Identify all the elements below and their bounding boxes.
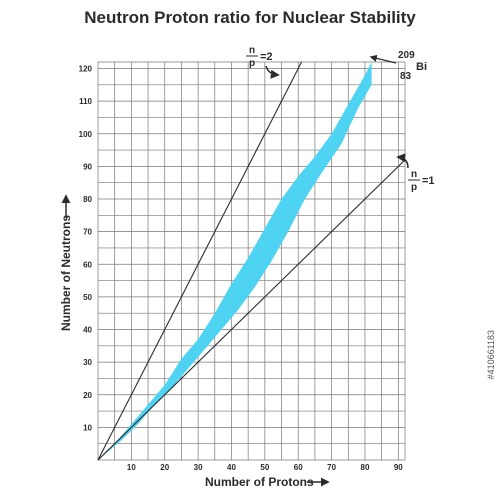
ratio-1-eq: =1 [422, 175, 435, 187]
y-tick-label: 110 [79, 97, 92, 106]
y-tick-label: 40 [83, 326, 92, 335]
x-tick-label: 60 [294, 463, 303, 472]
x-tick-label: 50 [260, 463, 269, 472]
y-tick-label: 20 [83, 391, 92, 400]
ratio-line-2 [97, 159, 406, 461]
y-tick-label: 30 [83, 358, 92, 367]
y-tick-label: 100 [79, 130, 93, 139]
ratio-1-p: p [411, 182, 417, 193]
y-tick-labels: 10 20 30 40 50 60 70 80 90 100 110 120 [79, 65, 93, 433]
chart-title: Neutron Proton ratio for Nuclear Stabili… [84, 8, 416, 27]
x-tick-label: 10 [127, 463, 136, 472]
y-tick-label: 120 [79, 65, 93, 74]
y-tick-label: 60 [83, 260, 92, 269]
y-tick-label: 70 [83, 228, 92, 237]
x-tick-label: 70 [327, 463, 336, 472]
ratio-2-n: n [249, 45, 255, 56]
ratio-1-n: n [411, 169, 417, 180]
ratio-2-annotation: n p =2 [246, 45, 280, 79]
x-tick-labels: 10 20 30 40 50 60 70 80 90 [127, 463, 403, 472]
bismuth-mass-number: 209 [398, 50, 415, 61]
y-tick-label: 80 [83, 195, 92, 204]
ratio-2-arrow [265, 65, 280, 79]
ratio-2-p: p [249, 58, 255, 69]
bismuth-atomic-number: 83 [400, 71, 412, 82]
ratio-2-eq: =2 [260, 51, 273, 63]
stability-band [98, 62, 372, 460]
ratio-lines [97, 61, 406, 461]
y-tick-label: 10 [83, 423, 92, 432]
x-tick-label: 40 [227, 463, 236, 472]
ratio-line-1 [97, 61, 303, 461]
y-axis-label: Number of Neutrons [59, 215, 73, 331]
ratio-1-annotation: n p =1 [396, 153, 435, 193]
grid [97, 61, 406, 461]
y-tick-label: 50 [83, 293, 92, 302]
x-tick-label: 30 [194, 463, 203, 472]
watermark: #410661183 [486, 330, 496, 380]
x-tick-label: 90 [394, 463, 403, 472]
x-axis-label: Number of Protons [205, 475, 314, 489]
x-tick-label: 20 [160, 463, 169, 472]
ratio-1-arrow [396, 153, 409, 169]
bismuth-annotation: 209 83 Bi [369, 50, 427, 82]
bismuth-arrow [369, 54, 397, 64]
y-tick-label: 90 [83, 162, 92, 171]
x-tick-label: 80 [361, 463, 370, 472]
bismuth-symbol: Bi [416, 61, 427, 73]
